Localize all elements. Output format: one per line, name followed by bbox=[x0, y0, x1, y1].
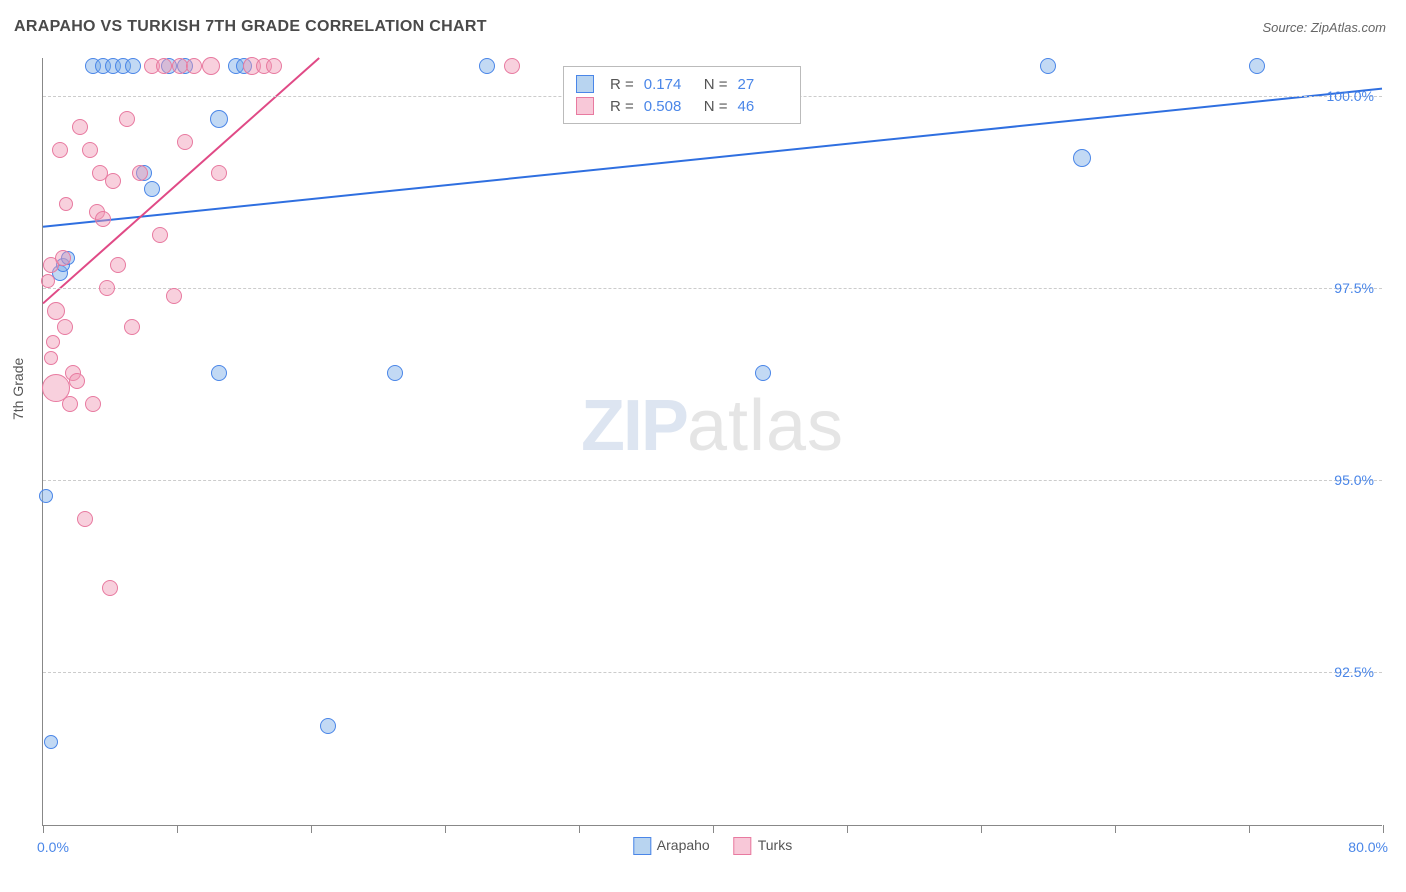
gridline bbox=[43, 288, 1382, 289]
data-point bbox=[1249, 58, 1265, 74]
data-point bbox=[77, 511, 93, 527]
y-tick-label: 92.5% bbox=[1334, 664, 1374, 680]
data-point bbox=[1073, 149, 1091, 167]
data-point bbox=[119, 111, 135, 127]
data-point bbox=[85, 396, 101, 412]
data-point bbox=[39, 489, 53, 503]
legend-swatch bbox=[576, 75, 594, 93]
x-tick bbox=[445, 825, 446, 833]
legend-swatch bbox=[734, 837, 752, 855]
data-point bbox=[82, 142, 98, 158]
x-tick bbox=[311, 825, 312, 833]
data-point bbox=[387, 365, 403, 381]
x-axis-max-label: 80.0% bbox=[1348, 839, 1388, 855]
scatter-plot-area: ZIPatlas R =0.174N =27R =0.508N =46 0.0%… bbox=[42, 58, 1382, 826]
data-point bbox=[156, 58, 172, 74]
legend-r-label: R = bbox=[610, 98, 634, 115]
data-point bbox=[1040, 58, 1056, 74]
x-tick bbox=[713, 825, 714, 833]
data-point bbox=[99, 280, 115, 296]
data-point bbox=[504, 58, 520, 74]
data-point bbox=[47, 302, 65, 320]
data-point bbox=[62, 396, 78, 412]
correlation-legend: R = 0.174 N = 27 R = 0.508 N = 46 bbox=[563, 66, 801, 124]
gridline bbox=[43, 480, 1382, 481]
x-tick bbox=[1249, 825, 1250, 833]
x-tick bbox=[43, 825, 44, 833]
data-point bbox=[44, 735, 58, 749]
x-tick bbox=[1115, 825, 1116, 833]
series-legend: Arapaho Turks bbox=[633, 837, 792, 855]
legend-n-label: N = bbox=[704, 76, 728, 93]
legend-swatch bbox=[576, 97, 594, 115]
chart-header: ARAPAHO VS TURKISH 7TH GRADE CORRELATION… bbox=[0, 0, 1406, 48]
data-point bbox=[320, 718, 336, 734]
data-point bbox=[166, 288, 182, 304]
data-point bbox=[755, 365, 771, 381]
data-point bbox=[211, 365, 227, 381]
data-point bbox=[186, 58, 202, 74]
data-point bbox=[210, 110, 228, 128]
data-point bbox=[102, 580, 118, 596]
trend-lines-layer bbox=[43, 58, 1382, 825]
x-tick bbox=[981, 825, 982, 833]
watermark: ZIPatlas bbox=[581, 385, 844, 467]
data-point bbox=[479, 58, 495, 74]
data-point bbox=[44, 351, 58, 365]
x-tick bbox=[177, 825, 178, 833]
data-point bbox=[266, 58, 282, 74]
x-axis-min-label: 0.0% bbox=[37, 839, 69, 855]
data-point bbox=[41, 274, 55, 288]
data-point bbox=[55, 250, 71, 266]
legend-n-label: N = bbox=[704, 98, 728, 115]
y-tick-label: 97.5% bbox=[1334, 280, 1374, 296]
y-axis-label: 7th Grade bbox=[10, 358, 26, 420]
legend-row: R = 0.508 N = 46 bbox=[576, 95, 788, 117]
data-point bbox=[132, 165, 148, 181]
data-point bbox=[57, 319, 73, 335]
y-tick-label: 100.0% bbox=[1327, 88, 1374, 104]
legend-label: Turks bbox=[758, 837, 792, 853]
data-point bbox=[177, 134, 193, 150]
data-point bbox=[105, 173, 121, 189]
trend-line bbox=[43, 58, 319, 303]
data-point bbox=[46, 335, 60, 349]
legend-r-value: 0.174 bbox=[644, 76, 694, 93]
data-point bbox=[95, 211, 111, 227]
data-point bbox=[69, 373, 85, 389]
x-tick bbox=[1383, 825, 1384, 833]
legend-label: Arapaho bbox=[657, 837, 710, 853]
data-point bbox=[202, 57, 220, 75]
legend-r-label: R = bbox=[610, 76, 634, 93]
gridline bbox=[43, 672, 1382, 673]
data-point bbox=[144, 181, 160, 197]
legend-item: Turks bbox=[734, 837, 792, 855]
data-point bbox=[152, 227, 168, 243]
data-point bbox=[59, 197, 73, 211]
data-point bbox=[72, 119, 88, 135]
legend-item: Arapaho bbox=[633, 837, 710, 855]
watermark-part1: ZIP bbox=[581, 386, 687, 466]
x-tick bbox=[847, 825, 848, 833]
legend-r-value: 0.508 bbox=[644, 98, 694, 115]
watermark-part2: atlas bbox=[687, 386, 844, 466]
y-tick-label: 95.0% bbox=[1334, 472, 1374, 488]
data-point bbox=[125, 58, 141, 74]
legend-n-value: 27 bbox=[738, 76, 788, 93]
data-point bbox=[124, 319, 140, 335]
chart-title: ARAPAHO VS TURKISH 7TH GRADE CORRELATION… bbox=[14, 18, 487, 36]
data-point bbox=[52, 142, 68, 158]
chart-source: Source: ZipAtlas.com bbox=[1262, 20, 1386, 35]
x-tick bbox=[579, 825, 580, 833]
data-point bbox=[110, 257, 126, 273]
legend-row: R = 0.174 N = 27 bbox=[576, 73, 788, 95]
data-point bbox=[211, 165, 227, 181]
legend-swatch bbox=[633, 837, 651, 855]
legend-n-value: 46 bbox=[738, 98, 788, 115]
